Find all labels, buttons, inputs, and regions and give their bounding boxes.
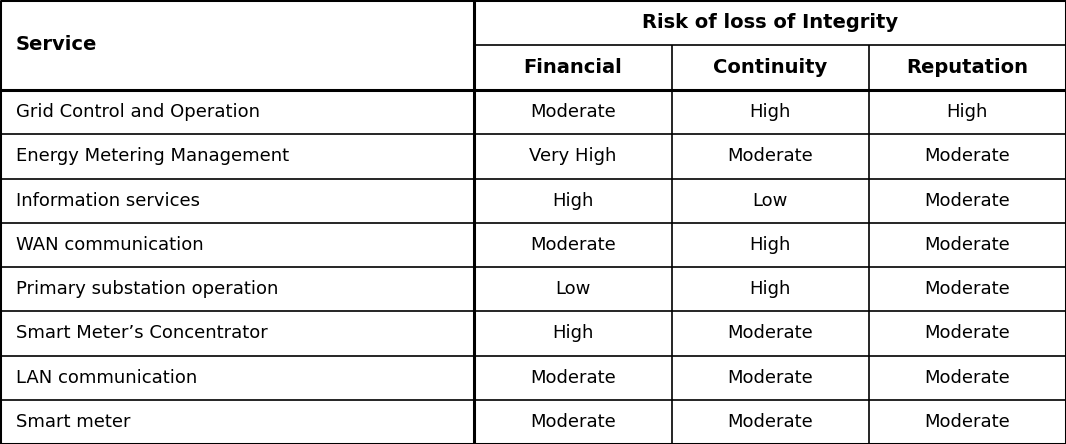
Text: High: High bbox=[947, 103, 988, 121]
Text: Low: Low bbox=[555, 280, 591, 298]
Text: Moderate: Moderate bbox=[530, 236, 616, 254]
Text: Energy Metering Management: Energy Metering Management bbox=[16, 147, 289, 165]
Text: Moderate: Moderate bbox=[530, 103, 616, 121]
Text: Reputation: Reputation bbox=[906, 58, 1029, 77]
Text: Moderate: Moderate bbox=[727, 413, 813, 431]
Text: High: High bbox=[749, 236, 791, 254]
Text: Continuity: Continuity bbox=[713, 58, 827, 77]
Text: Moderate: Moderate bbox=[924, 192, 1011, 210]
Text: Moderate: Moderate bbox=[924, 325, 1011, 342]
Text: High: High bbox=[552, 325, 594, 342]
Text: Moderate: Moderate bbox=[924, 147, 1011, 165]
Text: Moderate: Moderate bbox=[924, 280, 1011, 298]
Text: Risk of loss of Integrity: Risk of loss of Integrity bbox=[642, 13, 899, 32]
Text: High: High bbox=[552, 192, 594, 210]
Text: Moderate: Moderate bbox=[727, 325, 813, 342]
Text: Very High: Very High bbox=[530, 147, 616, 165]
Text: Information services: Information services bbox=[16, 192, 200, 210]
Text: WAN communication: WAN communication bbox=[16, 236, 204, 254]
Text: Low: Low bbox=[753, 192, 788, 210]
Text: High: High bbox=[749, 103, 791, 121]
Text: Service: Service bbox=[16, 36, 97, 55]
Text: Moderate: Moderate bbox=[924, 236, 1011, 254]
Text: Smart meter: Smart meter bbox=[16, 413, 130, 431]
Text: Moderate: Moderate bbox=[530, 369, 616, 387]
Text: Moderate: Moderate bbox=[530, 413, 616, 431]
Text: Smart Meter’s Concentrator: Smart Meter’s Concentrator bbox=[16, 325, 268, 342]
Text: Moderate: Moderate bbox=[727, 369, 813, 387]
Text: LAN communication: LAN communication bbox=[16, 369, 197, 387]
Text: Moderate: Moderate bbox=[727, 147, 813, 165]
Text: Moderate: Moderate bbox=[924, 369, 1011, 387]
Text: High: High bbox=[749, 280, 791, 298]
Text: Grid Control and Operation: Grid Control and Operation bbox=[16, 103, 260, 121]
Text: Financial: Financial bbox=[523, 58, 623, 77]
Text: Primary substation operation: Primary substation operation bbox=[16, 280, 278, 298]
Text: Moderate: Moderate bbox=[924, 413, 1011, 431]
